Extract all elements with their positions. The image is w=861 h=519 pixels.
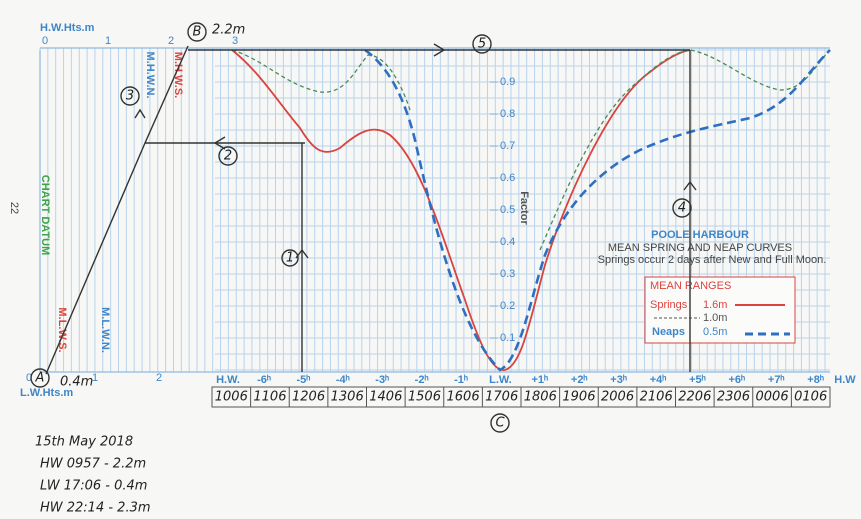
circle bbox=[187, 22, 207, 42]
page-number: 22 bbox=[8, 202, 20, 214]
note-line: HW 0957 - 2.2m bbox=[40, 457, 146, 472]
time-label: 1206 bbox=[292, 390, 325, 405]
annotation: 2.2m bbox=[212, 23, 245, 38]
annotation: 3 bbox=[126, 89, 134, 104]
legend-mid-range: 1.0m bbox=[703, 312, 727, 324]
title: POOLE HARBOUR bbox=[651, 229, 749, 241]
note-line: HW 22:14 - 2.3m bbox=[40, 501, 151, 516]
lw-label: L.W.Hts.m bbox=[20, 387, 73, 399]
factor-tick-label: 0.2 bbox=[500, 300, 515, 312]
time-label: 0006 bbox=[756, 390, 789, 405]
time-label: 1006 bbox=[215, 390, 248, 405]
time-axis-label: -2ʰ bbox=[415, 374, 429, 386]
time-axis-label: -3ʰ bbox=[375, 374, 389, 386]
hw-scale: 1 bbox=[105, 35, 111, 47]
factor-tick-label: 0.7 bbox=[500, 140, 515, 152]
legend-springs-range: 1.6m bbox=[703, 299, 727, 311]
hw-scale: 2 bbox=[168, 35, 174, 47]
time-label: 2306 bbox=[717, 390, 750, 405]
time-label: 1906 bbox=[562, 390, 595, 405]
time-axis-label: +2ʰ bbox=[571, 374, 588, 386]
factor-scale: 0.9 0.8 0.7 0.6 0.5 0.4 0.3 0.2 0.1 bbox=[490, 76, 515, 344]
time-axis-label: L.W. bbox=[489, 374, 512, 386]
time-axis-label: -1ʰ bbox=[454, 374, 468, 386]
legend-neaps: Neaps bbox=[652, 326, 685, 338]
annotation: A bbox=[35, 371, 45, 386]
time-label: 1806 bbox=[524, 390, 557, 405]
arrows bbox=[134, 43, 697, 259]
time-label: 1706 bbox=[485, 390, 518, 405]
time-axis-label: -6ʰ bbox=[257, 374, 271, 386]
factor-tick-label: 0.5 bbox=[500, 204, 515, 216]
time-axis-label: +3ʰ bbox=[610, 374, 627, 386]
subtitle: MEAN SPRING AND NEAP CURVES bbox=[608, 242, 792, 254]
annotation: 1 bbox=[286, 251, 294, 266]
time-axis-label: -4ʰ bbox=[336, 374, 350, 386]
time-axis-label: +1ʰ bbox=[532, 374, 549, 386]
time-axis-label: +5ʰ bbox=[689, 374, 706, 386]
note-line: LW 17:06 - 0.4m bbox=[40, 479, 147, 494]
time-label: 2006 bbox=[601, 390, 634, 405]
mhwn: M.H.W.N. bbox=[144, 51, 156, 98]
hw-scale: 0 bbox=[42, 35, 48, 47]
time-axis-label: +8ʰ bbox=[807, 374, 824, 386]
annotation: 2 bbox=[224, 149, 232, 164]
circle bbox=[120, 86, 140, 106]
time-label: 1506 bbox=[408, 390, 441, 405]
time-label: 1306 bbox=[331, 390, 364, 405]
lw-scale: 0 bbox=[26, 372, 32, 384]
annotation: B bbox=[193, 25, 202, 40]
legend-neaps-range: 0.5m bbox=[703, 326, 727, 338]
mlwn: M.L.W.N. bbox=[99, 307, 111, 353]
factor-tick-label: 0.3 bbox=[500, 268, 515, 280]
time-label: 2206 bbox=[678, 390, 711, 405]
factor-tick-label: 0.6 bbox=[500, 172, 515, 184]
factor-label: Factor bbox=[518, 191, 530, 225]
notes: 15th May 2018 HW 0957 - 2.2m LW 17:06 - 0.… bbox=[35, 435, 151, 516]
time-axis-label: +4ʰ bbox=[650, 374, 667, 386]
mhws: M.H.W.S. bbox=[172, 52, 184, 98]
time-label: 1406 bbox=[369, 390, 402, 405]
circle bbox=[281, 249, 299, 267]
note-line: 15th May 2018 bbox=[35, 435, 133, 450]
lw-scale: 1 bbox=[92, 372, 98, 384]
time-axis-label: +6ʰ bbox=[729, 374, 746, 386]
circle bbox=[218, 146, 238, 166]
circle bbox=[672, 198, 692, 218]
time-axis-label: H.W bbox=[834, 374, 856, 386]
springs-curve bbox=[231, 49, 691, 371]
factor-tick-label: 0.1 bbox=[500, 332, 515, 344]
time-label: 1106 bbox=[253, 390, 286, 405]
annotation: C bbox=[495, 416, 505, 431]
time-axis: H.W. -6ʰ -5ʰ -4ʰ -3ʰ -2ʰ -1ʰ L.W. +1ʰ +2ʰ +3ʰ +4ʰ +5… bbox=[211, 374, 856, 408]
circle bbox=[490, 413, 510, 433]
neaps-curve bbox=[364, 48, 831, 372]
time-label: 2106 bbox=[640, 390, 673, 405]
legend-springs: Springs bbox=[650, 299, 688, 311]
mlws: M.L.W.S. bbox=[56, 307, 68, 352]
hw-scale: 3 bbox=[232, 35, 238, 47]
time-axis-label: -5ʰ bbox=[296, 374, 310, 386]
factor-tick-label: 0.9 bbox=[500, 76, 515, 88]
circle bbox=[472, 34, 492, 54]
hw-label: H.W.Hts.m bbox=[40, 22, 95, 34]
factor-tick-label: 0.4 bbox=[500, 236, 515, 248]
annotation: 5 bbox=[478, 37, 486, 52]
annotation: 0.4m bbox=[60, 375, 93, 390]
time-label: 1606 bbox=[447, 390, 480, 405]
circle bbox=[30, 368, 50, 388]
time-axis-label: +7ʰ bbox=[768, 374, 785, 386]
annotation: 4 bbox=[678, 201, 686, 216]
chart-datum: CHART DATUM bbox=[39, 175, 51, 255]
time-label: 0106 bbox=[794, 390, 827, 405]
note: Springs occur 2 days after New and Full … bbox=[598, 254, 827, 266]
time-axis-label: H.W. bbox=[216, 374, 240, 386]
lw-scale: 2 bbox=[156, 372, 162, 384]
factor-tick-label: 0.8 bbox=[500, 108, 515, 120]
legend bbox=[644, 276, 796, 344]
grid bbox=[39, 48, 830, 372]
